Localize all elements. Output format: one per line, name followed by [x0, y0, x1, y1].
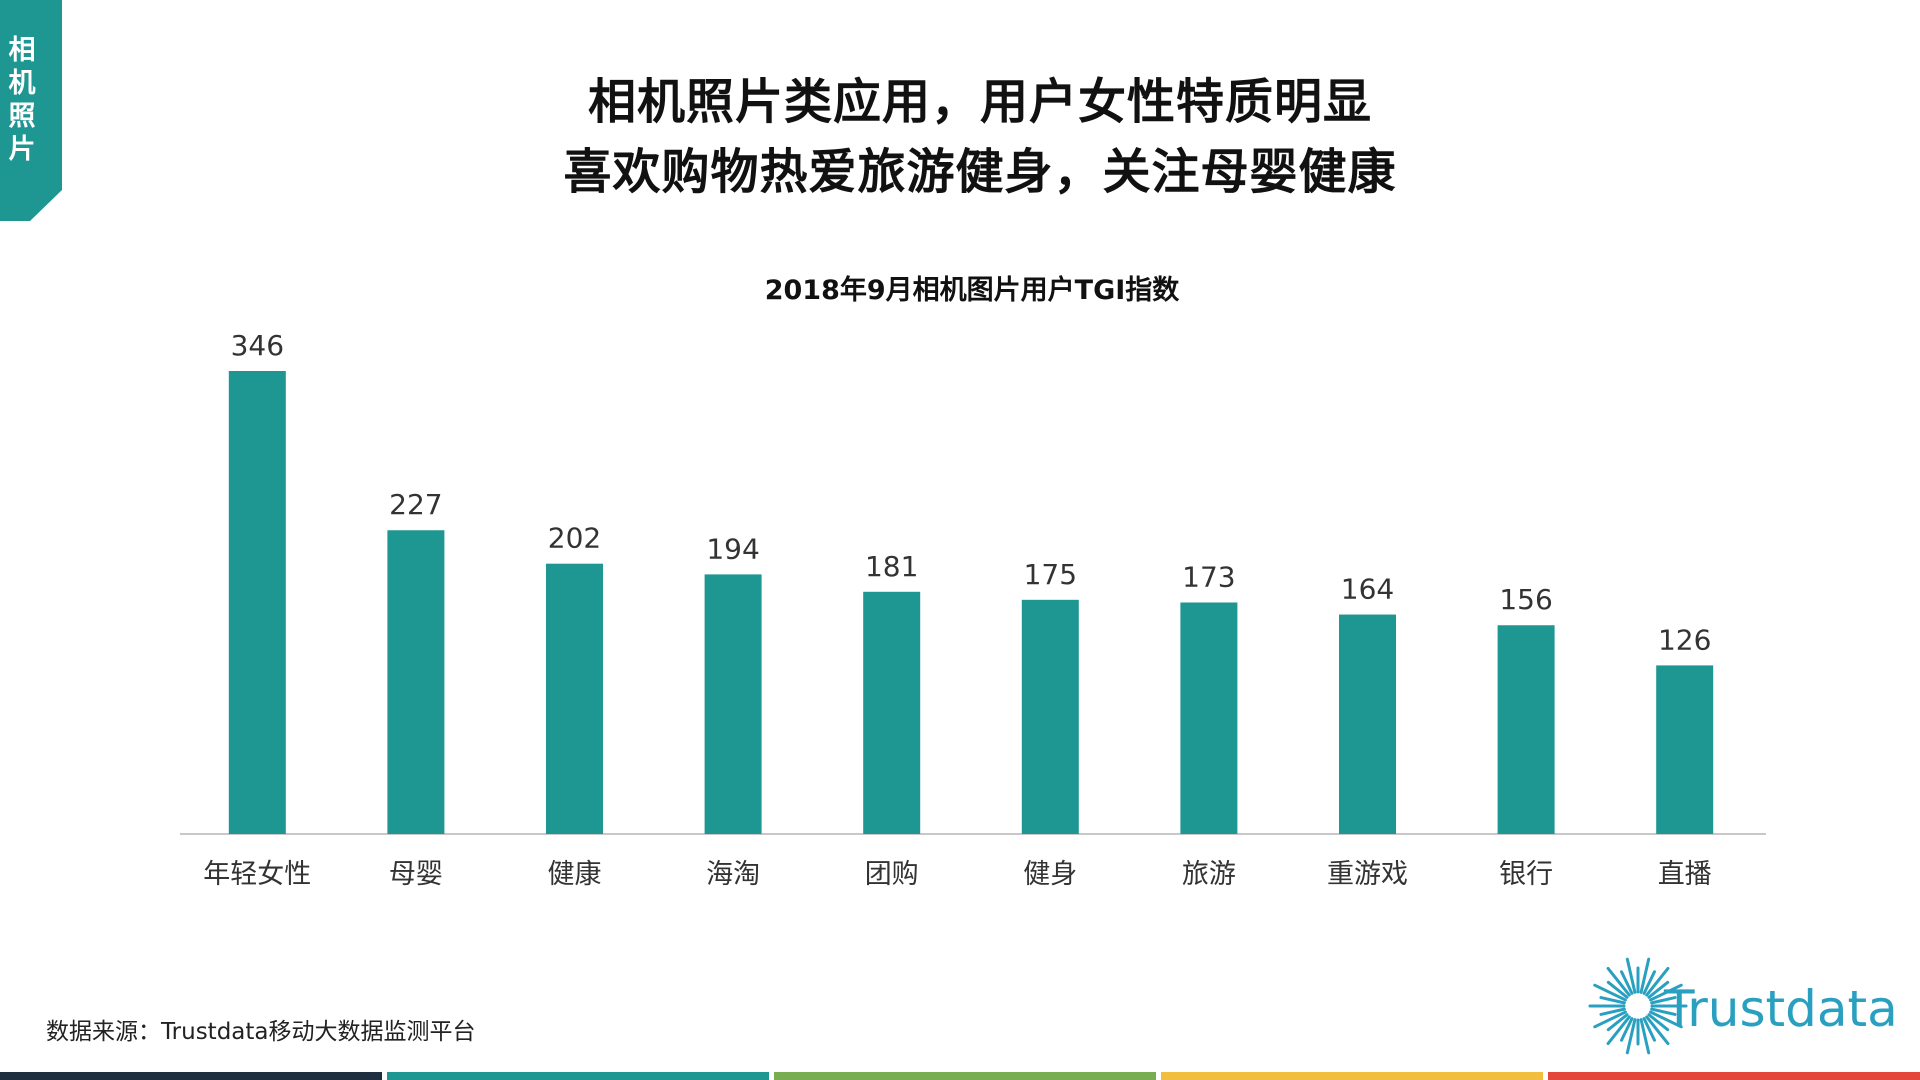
sunburst-ray — [1599, 996, 1626, 1005]
footer-bar-segment — [774, 1072, 1156, 1080]
sunburst-ray — [1606, 1013, 1629, 1032]
sunburst-ray — [1606, 966, 1631, 997]
x-tick-label: 银行 — [1499, 859, 1553, 890]
chart-title: 2018年9月相机图片用户TGI指数 — [764, 275, 1180, 306]
bar — [1180, 602, 1238, 834]
sunburst-ray — [1649, 1010, 1683, 1029]
bar — [704, 574, 762, 834]
section-tab-char: 照 — [8, 101, 36, 132]
sunburst-icon — [1588, 957, 1688, 1055]
bar — [228, 371, 286, 834]
sunburst-ray — [1645, 1015, 1670, 1046]
data-label: 346 — [231, 329, 284, 362]
x-tick-label: 重游戏 — [1327, 859, 1408, 890]
bar — [1021, 599, 1079, 834]
sunburst-ray — [1639, 957, 1651, 994]
section-tab-char: 片 — [8, 134, 36, 165]
x-tick-label: 海淘 — [706, 859, 760, 890]
bar — [863, 591, 921, 834]
data-label: 156 — [1499, 583, 1552, 616]
footer-bar-segment — [0, 1072, 382, 1080]
x-tick-label: 旅游 — [1182, 859, 1236, 890]
section-tab-char: 相 — [8, 35, 36, 66]
footer-bar-segment — [1161, 1072, 1543, 1080]
trustdata-logo: Trustdata — [1586, 950, 1898, 1060]
data-label: 175 — [1024, 558, 1077, 591]
bar — [1497, 625, 1555, 834]
data-label: 126 — [1658, 623, 1711, 656]
headline-line-1: 相机照片类应用，用户女性特质明显 — [587, 74, 1372, 130]
sunburst-ray — [1620, 970, 1634, 995]
data-label: 227 — [389, 488, 442, 521]
sunburst-ray — [1647, 980, 1670, 999]
x-tick-label: 健身 — [1023, 859, 1077, 890]
section-tab: 相机照片 — [0, 0, 62, 221]
data-label: 173 — [1182, 561, 1235, 594]
sunburst-ray — [1647, 1013, 1670, 1032]
section-tab-label: 相机照片 — [0, 34, 44, 166]
bar — [387, 530, 445, 834]
sunburst-ray — [1650, 1007, 1677, 1016]
sunburst-ray — [1642, 1017, 1656, 1042]
sunburst-ray — [1606, 980, 1629, 999]
sunburst-ray — [1606, 1015, 1631, 1046]
sunburst-ray — [1645, 966, 1670, 997]
data-label: 164 — [1341, 573, 1394, 606]
headline-line-2: 喜欢购物热爱旅游健身，关注母婴健康 — [563, 144, 1397, 200]
sunburst-ray — [1650, 996, 1677, 1005]
bar — [1339, 614, 1396, 834]
sunburst-ray — [1625, 957, 1637, 994]
section-tab-char: 机 — [8, 68, 36, 99]
sunburst-ray — [1593, 983, 1627, 1002]
logo-text: Trustdata — [1664, 980, 1898, 1038]
sunburst-ray — [1649, 983, 1683, 1002]
x-tick-label: 年轻女性 — [203, 859, 311, 890]
tgi-bar-chart: 346 年轻女性 227 母婴 202 健康 194 海淘 181 团购 175 健身 173 旅游 164… — [180, 329, 1766, 890]
x-tick-label: 直播 — [1658, 859, 1712, 890]
sunburst-ray — [1620, 1017, 1634, 1042]
sunburst-ray — [1625, 1018, 1637, 1055]
x-tick-label: 母婴 — [389, 859, 443, 890]
data-label: 181 — [865, 550, 918, 583]
sunburst-ray — [1639, 1018, 1651, 1055]
bar — [546, 563, 603, 834]
data-label: 194 — [706, 532, 759, 565]
sunburst-ray — [1593, 1010, 1627, 1029]
section-tab-shape — [0, 0, 62, 221]
footer-bar-segment — [387, 1072, 769, 1080]
sunburst-ray — [1599, 1007, 1626, 1016]
x-tick-label: 健康 — [548, 859, 602, 890]
bar — [1656, 665, 1714, 834]
sunburst-ray — [1642, 970, 1656, 995]
data-label: 202 — [548, 522, 601, 555]
footer-bar-segment — [1548, 1072, 1920, 1080]
x-tick-label: 团购 — [865, 859, 919, 890]
data-source-note: 数据来源：Trustdata移动大数据监测平台 — [46, 1019, 476, 1045]
